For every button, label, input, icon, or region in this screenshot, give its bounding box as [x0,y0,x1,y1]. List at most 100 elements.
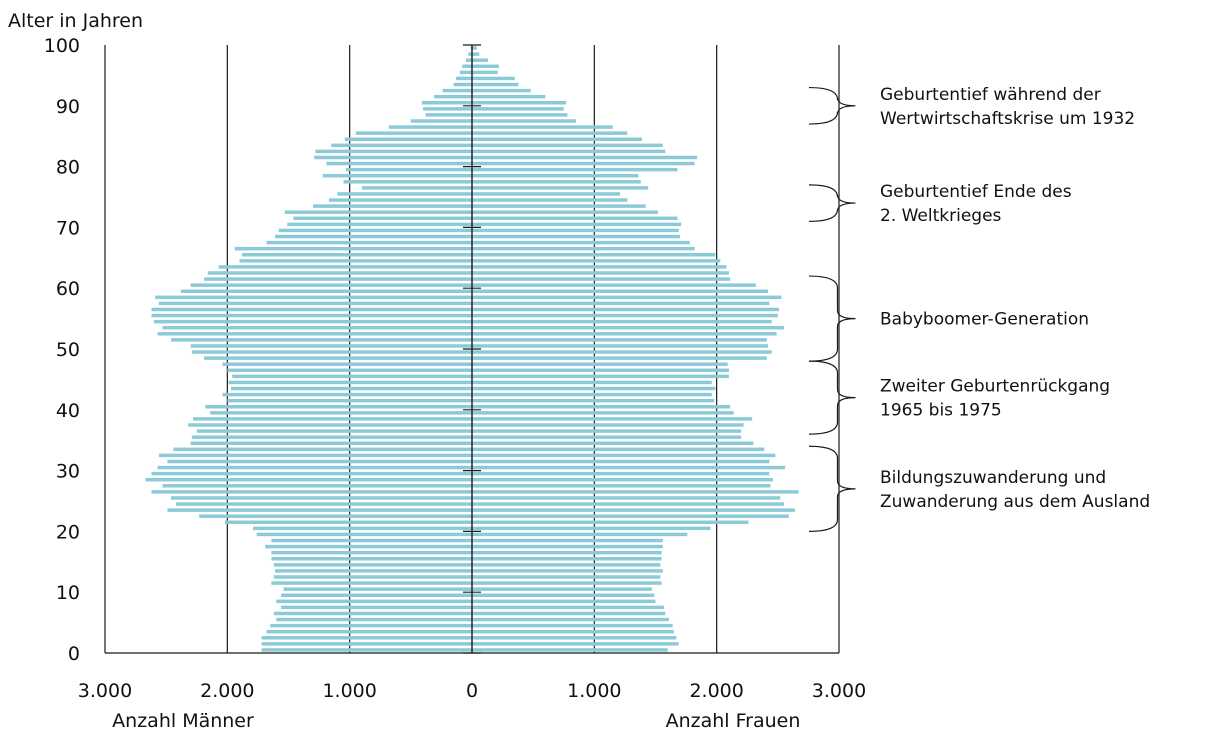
bar-female [472,313,778,318]
bar-female [472,155,698,160]
bar-male [162,325,472,330]
bar-female [472,392,712,397]
bar-female [472,119,576,123]
bar-male [158,301,472,306]
bar-female [472,557,662,561]
bar-male [343,180,472,184]
bar-male [293,216,472,221]
y-axis-title: Alter in Jahren [8,10,143,32]
bar-male [275,234,472,239]
bar-female [472,538,663,543]
bar-female [472,575,661,579]
bar-male [210,411,472,415]
bar-female [472,605,665,610]
bar-male [287,222,472,227]
bar-male [423,107,472,111]
bar-male [222,392,472,397]
bar-male [196,429,472,433]
bar-male [153,319,472,324]
bar-male [232,374,472,379]
bar-female [472,70,498,75]
bar-male [190,441,472,445]
bar-female [472,514,789,518]
bar-male [171,338,472,342]
bar-male [344,137,472,141]
bar-male [199,514,473,518]
bar-male [231,386,472,391]
bar-female [472,642,679,646]
bar-male [151,307,472,312]
bar-female [472,569,663,573]
bar-female [472,52,480,56]
bar-female [472,125,613,129]
bar-male [158,453,472,458]
bar-female [472,149,666,154]
bar-male [355,131,472,135]
bar-female [472,101,567,105]
bar-female [472,526,711,531]
bar-female [472,611,666,616]
y-tick-label: 60 [56,278,80,300]
bar-male [434,94,472,99]
bar-male [167,459,472,464]
bar-female [472,435,742,439]
y-tick-label: 80 [56,157,80,179]
bar-female [472,520,749,525]
bar-female [472,131,628,135]
bar-male [425,113,472,117]
y-tick-label: 20 [56,521,80,543]
bar-female [472,271,729,275]
bar-female [472,405,731,409]
annotation-brace [808,275,856,362]
bar-male [266,240,472,245]
bar-male [190,344,472,348]
y-tick-label: 100 [44,35,80,57]
annotation-text: Bildungszuwanderung und [880,468,1106,488]
bar-male [388,125,472,129]
bar-female [472,599,656,604]
bar-male [205,405,472,409]
bar-male [322,173,472,178]
bar-female [472,429,742,433]
bar-female [472,216,678,221]
bar-male [171,496,472,500]
annotation-brace [808,445,856,532]
bar-female [472,46,477,50]
bar-male [276,599,472,604]
bar-female [472,593,655,597]
bar-male [173,447,473,452]
bar-female [472,447,765,452]
bar-male [162,484,472,488]
bar-female [472,210,658,214]
bar-male [453,82,472,87]
bar-male [281,605,472,610]
annotation-text: Zuwanderung aus dem Ausland [880,492,1150,512]
bar-female [472,459,770,464]
bar-male [180,289,472,293]
bar-male [442,88,472,93]
x-axis-title-women: Anzahl Frauen [666,710,801,731]
x-tick-label: 3.000 [812,680,866,702]
bar-female [472,484,771,488]
bar-male [188,423,473,427]
bar-female [472,581,662,585]
bar-female [472,563,661,567]
bar-female [472,368,729,373]
bar-male [337,192,472,196]
bar-female [472,64,499,69]
bar-female [472,550,662,555]
annotation-brace [808,184,856,222]
bar-female [472,496,781,500]
bar-female [472,173,639,178]
x-tick-label: 1.000 [322,680,376,702]
bar-male [151,471,472,476]
bar-female [472,240,690,245]
x-tick-labels: 3.000 2.000 1.000 0 1.000 2.000 3.000 [78,680,866,702]
bar-male [167,508,472,512]
bar-female [472,471,770,476]
bar-male [266,629,472,634]
bar-female [472,465,786,470]
bar-male [204,356,472,360]
bar-male [283,587,472,591]
